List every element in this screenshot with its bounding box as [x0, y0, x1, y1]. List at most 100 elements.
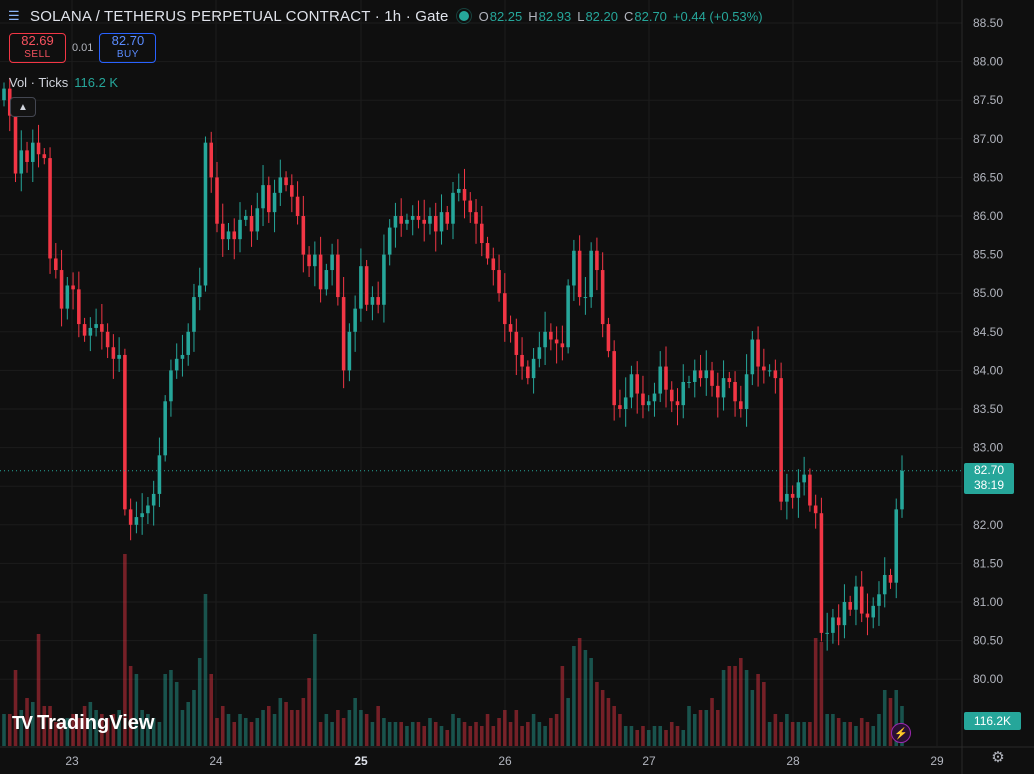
candle-body — [842, 602, 847, 626]
candle-body — [318, 254, 323, 290]
time-axis: 23 24 25 26 27 28 29 — [0, 746, 1034, 768]
candle-body — [180, 354, 185, 359]
volume-bar — [376, 706, 380, 746]
candle-body — [341, 297, 346, 371]
volume-bar — [226, 714, 231, 746]
time-tick-label: 29 — [930, 754, 944, 768]
volume-bar — [692, 714, 697, 746]
candle-body — [451, 192, 455, 224]
volume-bar — [583, 650, 588, 746]
candle-body — [410, 216, 415, 220]
candle-body — [30, 142, 35, 162]
volume-bar — [330, 722, 334, 746]
menu-lines-icon[interactable]: ☰ — [8, 8, 20, 23]
candle-body — [721, 378, 726, 398]
candle-body — [169, 370, 173, 402]
volume-bar — [255, 718, 260, 746]
candle-body — [19, 150, 24, 174]
candle-body — [514, 331, 519, 355]
candle-body — [859, 586, 864, 614]
volume-bar — [169, 670, 173, 746]
volume-bar — [370, 722, 375, 746]
candle-body — [623, 397, 628, 409]
candle-body — [462, 188, 467, 201]
candle-body — [301, 216, 306, 255]
volume-bar — [261, 710, 265, 746]
candle-body — [664, 366, 668, 390]
candle-body — [687, 381, 691, 383]
candle-body — [174, 358, 179, 371]
candle-body — [497, 270, 501, 294]
volume-bar — [704, 710, 709, 746]
sell-button[interactable]: 82.69 SELL — [9, 33, 66, 63]
candle-body — [399, 216, 403, 224]
candle-body — [267, 185, 271, 213]
candle-body — [54, 258, 58, 271]
candle-body — [600, 270, 605, 325]
volume-bars — [2, 554, 904, 746]
volume-legend-value: 116.2 K — [74, 75, 119, 90]
volume-bar — [871, 726, 876, 746]
lightning-icon[interactable]: ⚡ — [891, 723, 911, 743]
volume-bar — [612, 706, 616, 746]
volume-bar — [790, 722, 795, 746]
volume-bar — [203, 594, 208, 746]
volume-bar — [554, 714, 559, 746]
candle-body — [790, 493, 795, 498]
volume-bar — [577, 638, 582, 746]
candle-body — [123, 354, 127, 510]
price-tick-label: 87.00 — [973, 132, 1003, 146]
volume-bar — [433, 722, 438, 746]
ohlc-values: O82.25 H82.93 L82.20 C82.70 +0.44 (+0.53… — [479, 9, 763, 24]
candle-body — [733, 381, 737, 402]
candle-body — [232, 231, 237, 240]
time-tick-label: 24 — [209, 754, 223, 768]
buy-button[interactable]: 82.70 BUY — [99, 33, 157, 63]
candle-body — [203, 142, 208, 286]
volume-bar — [13, 670, 18, 746]
volume-bar — [572, 646, 576, 746]
volume-bar — [272, 714, 277, 746]
volume-bar — [336, 710, 340, 746]
candle-body — [727, 378, 732, 382]
candle-body — [716, 385, 720, 398]
volume-bar — [117, 710, 121, 746]
candle-body — [819, 513, 824, 633]
volume-bar — [526, 722, 530, 746]
candle-body — [589, 250, 593, 298]
volume-bar — [94, 710, 98, 746]
volume-bar — [428, 718, 432, 746]
candle-body — [405, 219, 409, 224]
gear-icon[interactable]: ⚙ — [991, 749, 1005, 766]
volume-bar — [157, 722, 162, 746]
symbol-title[interactable]: SOLANA / TETHERUS PERPETUAL CONTRACT · 1… — [30, 7, 449, 25]
close-key: C — [623, 8, 634, 24]
candle-body — [324, 270, 329, 290]
volume-bar — [416, 722, 421, 746]
volume-bar — [290, 710, 294, 746]
candle-body — [382, 254, 386, 305]
candle-body — [773, 370, 778, 379]
candle-body — [387, 227, 392, 255]
tradingview-logo[interactable]: TV TradingView — [12, 712, 154, 735]
volume-bar — [514, 710, 519, 746]
low-value: 82.20 — [585, 8, 618, 24]
volume-bar — [560, 666, 565, 746]
volume-bar — [422, 726, 427, 746]
candle-body — [370, 297, 375, 305]
volume-bar — [658, 726, 663, 746]
candle-body — [813, 505, 818, 514]
volume-bar — [232, 722, 237, 746]
volume-bar — [848, 722, 852, 746]
candle-body — [220, 223, 225, 240]
candle-body — [577, 250, 582, 298]
volume-bar — [186, 702, 190, 746]
current-price-label: 82.70 38:19 — [964, 463, 1014, 494]
volume-legend[interactable]: Vol · Ticks 116.2 K — [9, 75, 118, 90]
volume-bar — [831, 714, 835, 746]
collapse-legend-button[interactable]: ▲ — [10, 97, 36, 117]
candle-body — [635, 374, 639, 394]
volume-bar — [888, 698, 893, 746]
volume-bar — [543, 726, 547, 746]
